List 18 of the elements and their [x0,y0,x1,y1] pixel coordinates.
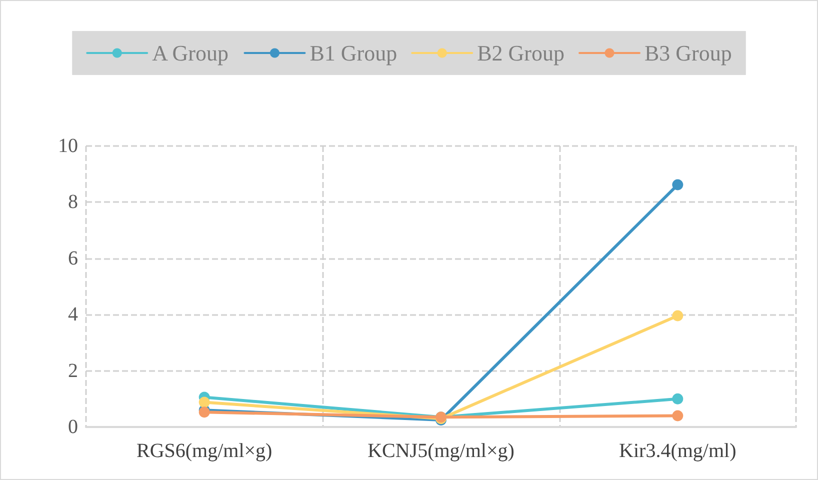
point [198,396,210,408]
y-tick-label: 10 [58,135,78,157]
point [672,393,684,404]
x-tick-label: Kir3.4(mg/ml) [619,440,736,462]
legend-label: B1 Group [310,40,398,66]
legend-label: B3 Group [644,40,732,66]
y-tick-label: 0 [68,416,78,438]
y-tick-label: 6 [68,247,78,270]
point [672,179,684,190]
y-tick-label: 8 [68,191,78,214]
y-tick-label: 4 [68,304,78,326]
point [672,410,684,422]
y-tick-label: 2 [68,360,78,382]
legend-label: A Group [152,40,229,66]
x-tick-label: KCNJ5(mg/ml×g) [368,440,514,462]
point [672,310,684,322]
x-tick-label: RGS6(mg/ml×g) [136,440,272,462]
legend-label: B2 Group [477,40,564,66]
